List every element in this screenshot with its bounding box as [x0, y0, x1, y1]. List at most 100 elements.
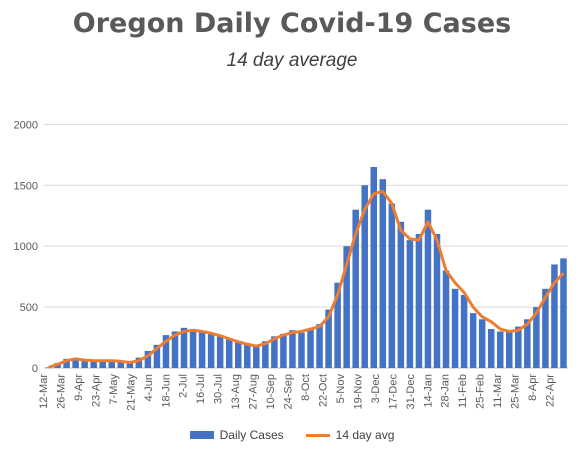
bar [144, 350, 152, 368]
bar [198, 331, 206, 368]
x-tick-label: 2-Jul [178, 374, 190, 398]
bar [352, 209, 359, 368]
bar [289, 330, 296, 368]
bar [451, 288, 459, 368]
bar [370, 167, 378, 368]
bar [424, 209, 432, 368]
x-tick-label: 9-Apr [73, 374, 85, 401]
bar [496, 331, 504, 368]
bar [406, 240, 414, 368]
bar [216, 335, 224, 368]
bar [225, 338, 233, 368]
legend-label: 14 day avg [335, 428, 395, 442]
chart-subtitle: 14 day average [226, 50, 358, 71]
bar [244, 343, 251, 368]
bar [460, 294, 468, 368]
x-tick-label: 16-Jul [195, 374, 207, 404]
x-tick-label: 24-Sep [283, 374, 295, 409]
bar [280, 333, 287, 368]
bar [415, 234, 423, 368]
x-tick-label: 28-Jan [440, 374, 452, 408]
x-tick-label: 12-Mar [38, 374, 50, 409]
x-tick-label: 22-Apr [545, 374, 557, 407]
bar [271, 336, 278, 368]
bar [72, 360, 79, 368]
x-tick-label: 21-May [125, 374, 137, 411]
x-tick-label: 8-Apr [527, 374, 539, 401]
bar [316, 324, 323, 368]
bar [171, 331, 179, 368]
x-tick-label: 18-Jun [160, 374, 172, 408]
bar [253, 346, 260, 368]
legend: Daily Cases 14 day avg [0, 428, 584, 442]
x-tick-label: 23-Apr [90, 374, 102, 407]
avg-line [48, 189, 565, 369]
x-tick-label: 11-Mar [492, 374, 504, 408]
bar [515, 326, 522, 368]
x-tick-label: 30-Jul [213, 374, 225, 404]
bar [551, 264, 558, 368]
bar [90, 360, 97, 368]
bar [307, 329, 314, 368]
bar [433, 234, 441, 368]
y-tick-label: 500 [20, 302, 38, 314]
chart-title: Oregon Daily Covid-19 Cases [72, 8, 512, 39]
y-axis-ticks: 0 500 1000 1500 2000 [14, 119, 38, 375]
bar [262, 341, 269, 368]
bar [162, 335, 170, 368]
bar [135, 357, 143, 368]
bar [45, 367, 52, 368]
bar [108, 361, 116, 368]
bar [180, 327, 188, 368]
bar [63, 358, 70, 368]
bar [506, 330, 513, 368]
y-tick-label: 0 [32, 363, 38, 375]
x-tick-label: 31-Dec [405, 374, 417, 410]
bar [234, 342, 242, 368]
bar [153, 344, 161, 368]
bar [298, 332, 305, 368]
x-tick-label: 25-Mar [510, 374, 522, 409]
bar [189, 330, 197, 368]
y-tick-label: 1000 [14, 241, 38, 253]
bar [334, 282, 341, 368]
bar [81, 361, 88, 368]
bar [379, 179, 387, 368]
x-tick-label: 25-Feb [475, 374, 487, 409]
x-tick-label: 22-Oct [317, 374, 329, 407]
bar [542, 288, 549, 368]
bar-series [45, 167, 567, 368]
bar [325, 309, 332, 368]
bar [487, 329, 495, 368]
bar [343, 246, 350, 368]
x-axis-ticks: 12-Mar 26-Mar 9-Apr 23-Apr 7-May 21-May 4-Jun 1… [38, 374, 557, 411]
y-tick-label: 1500 [14, 180, 38, 192]
bar [397, 221, 405, 368]
x-tick-label: 7-May [108, 374, 120, 405]
x-tick-label: 14-Jan [422, 374, 434, 408]
y-tick-label: 2000 [14, 119, 38, 131]
x-tick-label: 5-Nov [335, 374, 347, 404]
legend-item-14-day-avg: 14 day avg [305, 428, 395, 442]
line-series [48, 189, 565, 369]
bar [533, 307, 540, 368]
x-tick-label: 3-Dec [370, 374, 382, 404]
bar [117, 362, 125, 368]
x-tick-label: 4-Jun [143, 374, 155, 402]
legend-swatch-line [305, 433, 330, 437]
x-tick-label: 13-Aug [230, 374, 242, 409]
bar [442, 270, 450, 368]
bar [478, 319, 486, 368]
bar [524, 319, 531, 368]
bar [99, 360, 106, 368]
bar [560, 258, 567, 368]
x-tick-label: 27-Aug [248, 374, 260, 409]
x-tick-label: 19-Nov [352, 374, 364, 410]
x-tick-label: 11-Feb [457, 374, 469, 408]
x-tick-label: 8-Oct [300, 374, 312, 401]
bar [126, 362, 134, 368]
legend-swatch-bars [189, 431, 214, 439]
bar [388, 203, 396, 368]
x-tick-label: 26-Mar [55, 374, 67, 409]
